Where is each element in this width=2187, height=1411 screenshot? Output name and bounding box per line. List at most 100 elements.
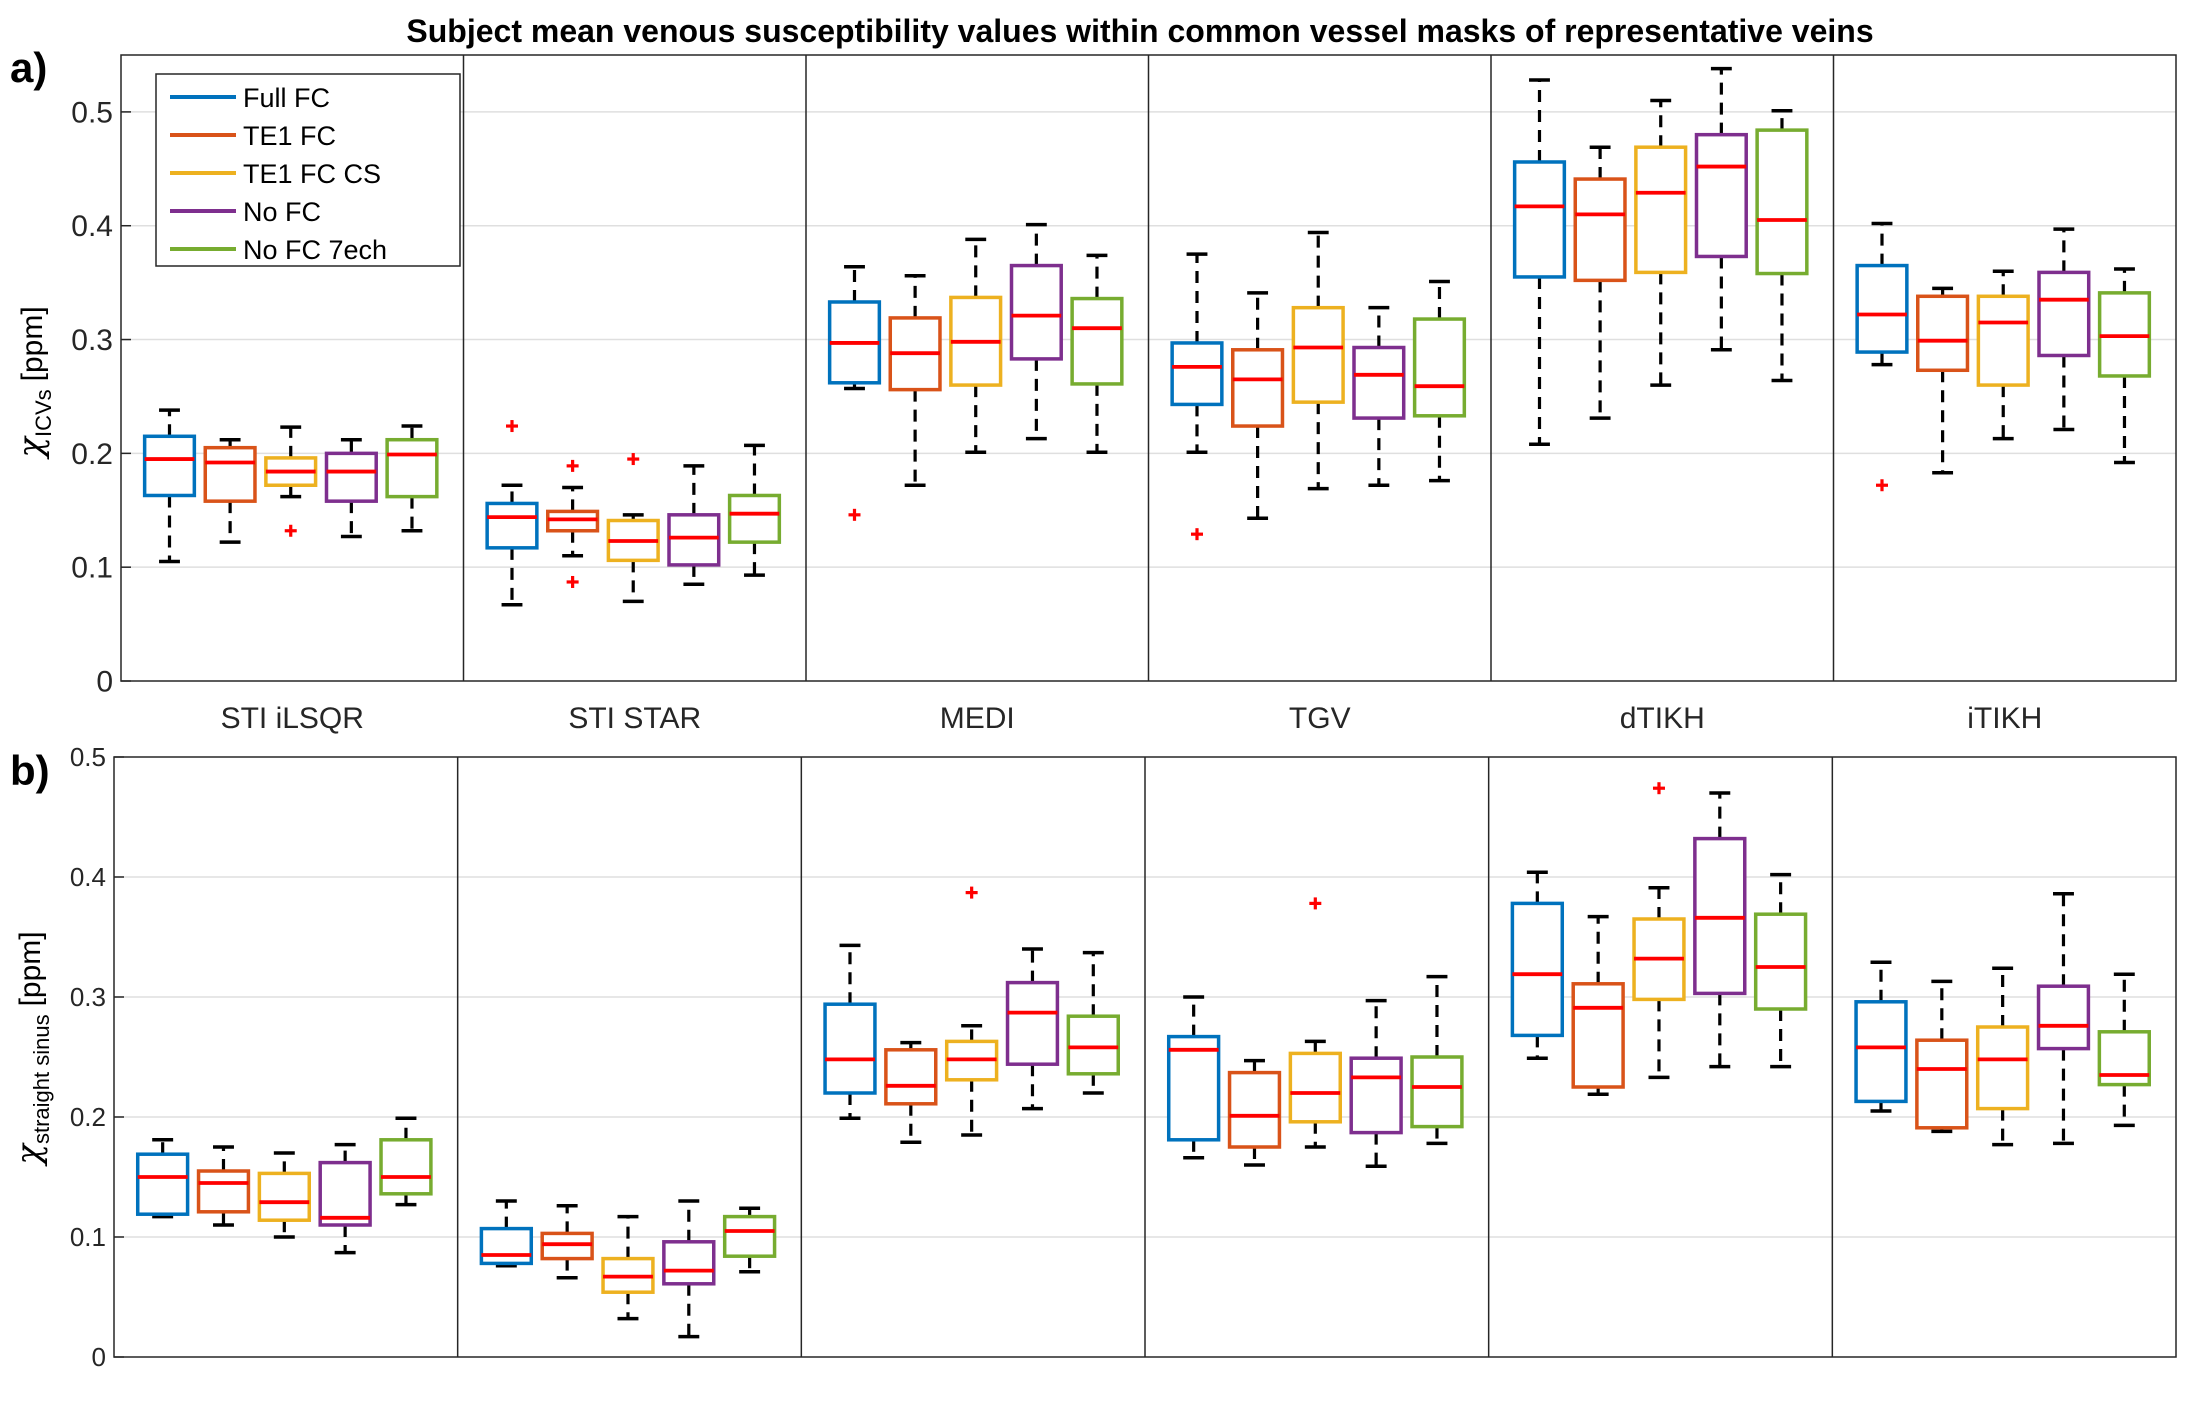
panel-label-b: b)	[10, 747, 50, 794]
box-iqr	[1291, 305, 1345, 404]
box-no-fc-7ech	[727, 443, 782, 577]
box-iqr	[1915, 1038, 1969, 1130]
box-no-fc	[1694, 66, 1748, 352]
y-label-symbol-a: χ	[11, 435, 51, 460]
box-iqr	[485, 501, 539, 550]
box-no-fc	[1352, 305, 1406, 487]
box-no-fc-7ech	[2097, 267, 2152, 465]
box-no-fc	[318, 1142, 372, 1255]
box-te1-fc-cs	[1976, 269, 2030, 441]
box-iqr	[1349, 1056, 1403, 1135]
legend-label-te1-fc: TE1 FC	[243, 121, 336, 151]
box-iqr	[2037, 270, 2091, 358]
axes-frame	[120, 54, 2177, 682]
box-iqr	[1755, 128, 1809, 276]
box-iqr	[1571, 982, 1625, 1089]
box-te1-fc-cs	[1634, 98, 1688, 387]
group-medi	[823, 886, 1120, 1144]
group-label-itikh: iTIKH	[1967, 702, 2042, 735]
box-full-fc	[1512, 78, 1567, 447]
box-iqr	[1753, 912, 1808, 1011]
box-iqr	[1412, 317, 1467, 418]
y-axis-label-a: χICVs [ppm]	[11, 306, 56, 459]
box-iqr	[727, 493, 782, 544]
box-iqr	[1352, 345, 1406, 420]
group-label-tgv: TGV	[1289, 702, 1351, 735]
legend-label-no-fc-7ech: No FC 7ech	[243, 235, 387, 265]
box-iqr	[722, 1214, 777, 1258]
y-label-sub-b: straight sinus	[29, 1014, 54, 1144]
box-te1-fc	[1571, 914, 1625, 1096]
box-iqr	[1170, 341, 1224, 407]
box-full-fc	[479, 1199, 534, 1268]
outlier-marker	[505, 420, 518, 433]
box-no-fc-7ech	[722, 1206, 777, 1274]
figure-title: Subject mean venous susceptibility value…	[406, 13, 1873, 49]
box-te1-fc	[1916, 286, 1970, 475]
y-label-unit-b: [ppm]	[14, 931, 47, 1006]
box-iqr	[1410, 1055, 1464, 1129]
box-iqr	[1231, 348, 1285, 428]
legend-entry: Full FC	[170, 83, 330, 113]
box-te1-fc	[1915, 979, 1969, 1134]
box-te1-fc	[1231, 291, 1285, 520]
box-no-fc-7ech	[2097, 972, 2151, 1128]
box-no-fc-7ech	[1070, 253, 1124, 454]
box-no-fc-7ech	[1412, 279, 1467, 483]
box-te1-fc-cs	[601, 1214, 655, 1321]
box-iqr	[379, 1138, 433, 1196]
box-te1-fc	[203, 437, 257, 544]
box-te1-fc	[888, 274, 942, 487]
box-no-fc-7ech	[1755, 109, 1809, 383]
box-no-fc	[667, 464, 721, 587]
group-label-dtikh: dTIKH	[1620, 702, 1705, 735]
box-no-fc	[1349, 998, 1403, 1168]
box-no-fc	[1005, 947, 1060, 1111]
box-no-fc-7ech	[1066, 950, 1120, 1095]
group-dtikh	[1512, 66, 1809, 447]
box-iqr	[1510, 901, 1565, 1038]
box-te1-fc-cs	[257, 1151, 312, 1239]
panel-label-a: a)	[10, 44, 47, 91]
box-iqr	[884, 1048, 938, 1106]
box-full-fc	[827, 264, 882, 521]
box-full-fc	[1510, 870, 1565, 1060]
y-tick-label: 0.5	[70, 742, 106, 772]
box-te1-fc-cs	[944, 886, 999, 1137]
box-te1-fc-cs	[606, 453, 660, 604]
box-te1-fc-cs	[1632, 782, 1686, 1080]
box-iqr	[135, 1152, 190, 1216]
box-iqr	[196, 1169, 251, 1214]
svg-text:χstraight sinus[ppm]: χstraight sinus [ppm]	[9, 931, 54, 1166]
legend-label-full-fc: Full FC	[243, 83, 330, 113]
panel-a: 0 0.1 0.2 0.3 0.4 0.5 STI iLSQR STI STAR MEDI TGV…	[71, 54, 2177, 735]
y-tick-label: 0.3	[71, 324, 113, 357]
box-iqr	[823, 1002, 877, 1095]
box-iqr	[1975, 1025, 2030, 1111]
box-no-fc	[2037, 227, 2091, 432]
box-iqr	[1166, 1034, 1221, 1142]
box-iqr	[142, 434, 197, 498]
outlier-marker	[1652, 782, 1665, 795]
outlier-marker	[627, 453, 640, 466]
outlier-marker	[284, 524, 297, 537]
group-sti-ilsqr	[142, 408, 439, 564]
group-itikh	[1855, 221, 2152, 492]
outlier-marker	[1875, 479, 1888, 492]
box-iqr	[1512, 160, 1567, 279]
legend-entry: No FC	[170, 197, 321, 227]
box-iqr	[203, 445, 257, 503]
box-full-fc	[1855, 221, 1909, 492]
box-te1-fc	[196, 1145, 251, 1227]
box-no-fc-7ech	[1753, 872, 1808, 1069]
box-no-fc	[2036, 892, 2091, 1146]
box-te1-fc	[1227, 1058, 1282, 1167]
box-iqr	[1227, 1070, 1282, 1149]
box-iqr	[1005, 980, 1060, 1066]
box-iqr	[385, 437, 439, 499]
y-label-symbol-b: χ	[9, 1142, 49, 1167]
legend-entry: TE1 FC CS	[170, 159, 381, 189]
y-tick-label: 0.4	[70, 862, 106, 892]
